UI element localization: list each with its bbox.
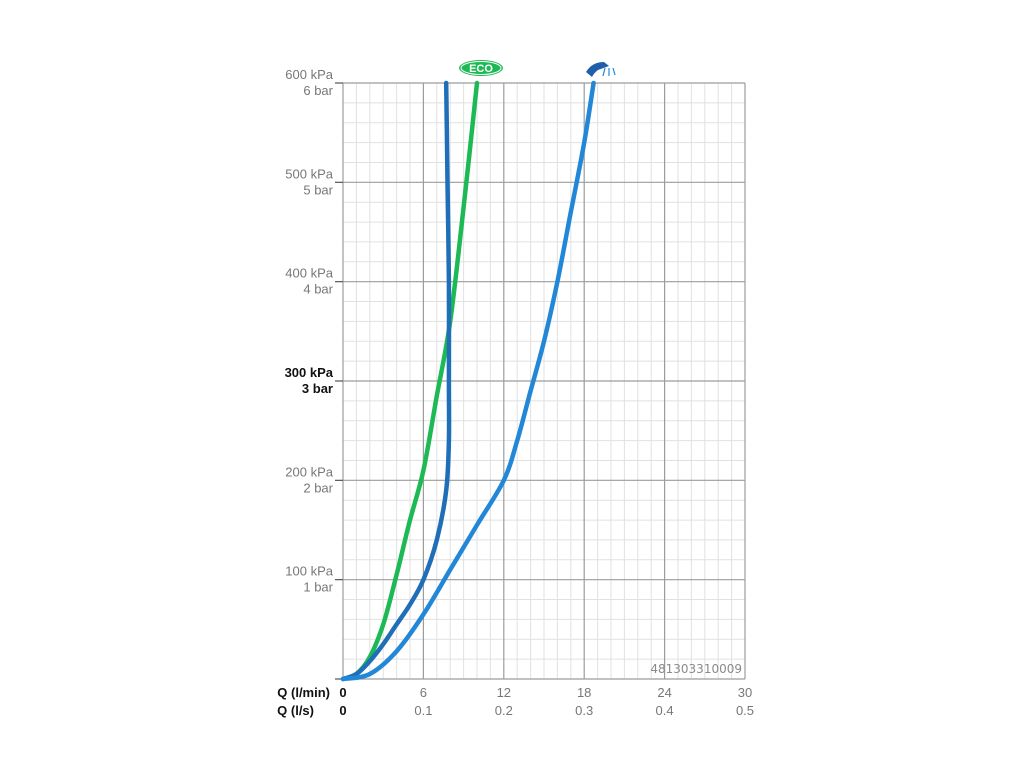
x-tick-label-lmin: 12 — [497, 685, 511, 700]
shower-head-icon — [586, 62, 616, 77]
x-axis-secondary-label: Q (l/s) — [277, 703, 314, 718]
x-tick-label-ls: 0.4 — [656, 703, 674, 718]
shower-spray-3 — [612, 67, 616, 76]
y-tick-label-kpa: 500 kPa — [285, 166, 333, 181]
y-tick-label-bar: 4 bar — [303, 282, 333, 297]
y-tick-label-bar: 2 bar — [303, 480, 333, 495]
x-tick-label-ls: 0.1 — [414, 703, 432, 718]
x-tick-label-ls: 0 — [339, 703, 346, 718]
y-tick-label-kpa: 400 kPa — [285, 266, 333, 281]
eco-badge-inner-ring — [460, 61, 502, 75]
eco-badge-label: ECO — [469, 63, 493, 75]
shower-spray-1 — [602, 67, 606, 77]
x-tick-label-ls: 0.2 — [495, 703, 513, 718]
eco-badge: ECO — [459, 60, 503, 76]
series-line-standard — [340, 80, 452, 682]
y-tick-label-bar: 1 bar — [303, 580, 333, 595]
x-tick-label-lmin: 0 — [339, 685, 346, 700]
y-tick-label-bar: 5 bar — [303, 182, 333, 197]
series-layer — [340, 80, 596, 682]
y-tick-label-bar: 3 bar — [302, 381, 333, 396]
y-tick-label-kpa: 300 kPa — [285, 365, 334, 380]
y-tick-label-kpa: 100 kPa — [285, 564, 333, 579]
x-tick-label-ls: 0.5 — [736, 703, 754, 718]
x-tick-label-lmin: 6 — [420, 685, 427, 700]
series-line-shower — [340, 80, 596, 682]
x-tick-label-lmin: 18 — [577, 685, 591, 700]
product-code: 481303310009 — [650, 662, 742, 676]
y-tick-label-kpa: 600 kPa — [285, 67, 333, 82]
shower-handle — [586, 62, 609, 77]
x-tick-label-lmin: 24 — [657, 685, 671, 700]
x-tick-label-lmin: 30 — [738, 685, 752, 700]
y-tick-label-kpa: 200 kPa — [285, 464, 333, 479]
x-axis-ticks: 0 6 12 18 24 30 0 0.1 0.2 0.3 0.4 0.5 — [339, 685, 754, 718]
x-axis-primary-label: Q (l/min) — [277, 685, 330, 700]
eco-badge-ellipse — [459, 60, 503, 76]
major-grid — [335, 82, 746, 680]
y-tick-label-bar: 6 bar — [303, 83, 333, 98]
x-tick-label-ls: 0.3 — [575, 703, 593, 718]
